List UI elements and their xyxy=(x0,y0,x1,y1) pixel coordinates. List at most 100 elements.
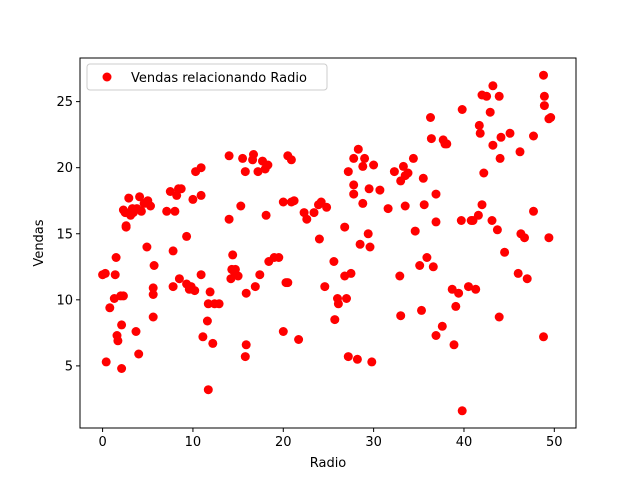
data-point xyxy=(428,262,438,272)
data-point xyxy=(203,299,213,309)
data-point xyxy=(539,91,549,101)
y-tick-label: 5 xyxy=(65,359,73,374)
data-point xyxy=(274,253,284,262)
data-point xyxy=(457,105,467,114)
data-point xyxy=(124,193,134,203)
data-point xyxy=(110,270,120,280)
data-point xyxy=(283,278,293,288)
data-point xyxy=(322,202,332,212)
data-point xyxy=(349,153,359,163)
data-point xyxy=(278,197,288,207)
data-point xyxy=(134,349,144,359)
data-point xyxy=(278,327,288,336)
data-point xyxy=(196,270,206,280)
legend-box xyxy=(86,63,328,91)
data-point xyxy=(101,357,111,367)
data-point xyxy=(240,167,250,177)
data-point xyxy=(544,233,554,243)
data-point xyxy=(457,406,467,416)
y-tick-label: 25 xyxy=(56,95,73,110)
data-point xyxy=(346,268,356,278)
data-point xyxy=(419,200,429,210)
data-point xyxy=(474,120,484,130)
data-point xyxy=(228,250,238,260)
data-point xyxy=(426,134,436,144)
data-point xyxy=(475,128,485,138)
data-point xyxy=(196,190,206,200)
data-point xyxy=(121,221,131,231)
data-point xyxy=(539,332,548,342)
data-point xyxy=(238,153,248,163)
data-point xyxy=(176,184,186,194)
data-point xyxy=(168,246,178,256)
data-point xyxy=(471,284,481,294)
data-point xyxy=(529,206,538,216)
data-point xyxy=(226,274,236,284)
data-point xyxy=(477,200,487,210)
data-point xyxy=(415,261,425,270)
data-point xyxy=(330,315,340,325)
data-point xyxy=(546,113,556,122)
data-point xyxy=(400,201,410,211)
x-tick-label: 20 xyxy=(275,435,292,450)
data-point xyxy=(449,340,459,350)
data-point xyxy=(190,286,200,296)
data-point xyxy=(135,192,145,202)
data-point xyxy=(182,231,192,241)
data-point xyxy=(314,234,324,244)
data-point xyxy=(100,268,110,278)
data-point xyxy=(437,321,447,331)
data-point xyxy=(241,340,251,350)
data-point xyxy=(261,210,271,220)
data-point xyxy=(539,101,549,111)
data-point xyxy=(241,288,251,298)
y-axis-ticks: 5 10 15 20 25 xyxy=(56,95,80,374)
data-point xyxy=(369,160,379,170)
data-point xyxy=(202,316,212,326)
data-point xyxy=(148,290,158,299)
data-point xyxy=(529,131,538,141)
x-tick-label: 50 xyxy=(546,435,563,450)
y-axis-label: Vendas xyxy=(32,219,47,266)
data-point xyxy=(168,282,178,292)
data-point xyxy=(367,357,377,367)
data-point xyxy=(485,107,495,117)
x-tick-label: 30 xyxy=(365,435,382,450)
data-point xyxy=(343,167,353,177)
data-point xyxy=(431,331,441,340)
data-point xyxy=(494,312,504,322)
data-point xyxy=(131,327,141,336)
data-point xyxy=(320,282,330,292)
data-point xyxy=(513,268,523,278)
data-point xyxy=(488,140,498,150)
data-point xyxy=(451,301,461,311)
data-point xyxy=(255,270,265,280)
data-point xyxy=(396,311,406,321)
data-point xyxy=(520,233,529,243)
data-point xyxy=(358,161,368,171)
data-point xyxy=(148,312,158,322)
data-point xyxy=(148,283,158,293)
y-tick-label: 15 xyxy=(56,227,73,242)
data-point xyxy=(286,155,296,165)
data-point xyxy=(479,168,489,178)
plot-frame xyxy=(79,57,577,429)
data-point xyxy=(426,113,435,122)
data-point xyxy=(505,128,515,138)
data-point xyxy=(309,208,319,218)
data-point xyxy=(333,299,343,309)
data-point xyxy=(342,294,351,303)
data-point xyxy=(492,225,502,235)
data-point xyxy=(418,173,428,183)
x-axis-ticks: 0 10 20 30 40 50 xyxy=(98,428,563,450)
x-axis-label: Radio xyxy=(310,456,347,471)
data-point xyxy=(360,153,370,163)
data-point xyxy=(117,320,127,330)
legend-label: Vendas relacionando Radio xyxy=(131,71,307,86)
data-point xyxy=(203,385,213,395)
data-point xyxy=(389,167,399,177)
data-point xyxy=(417,305,426,315)
data-point xyxy=(349,180,359,190)
data-point xyxy=(236,201,246,211)
data-point xyxy=(442,139,452,149)
